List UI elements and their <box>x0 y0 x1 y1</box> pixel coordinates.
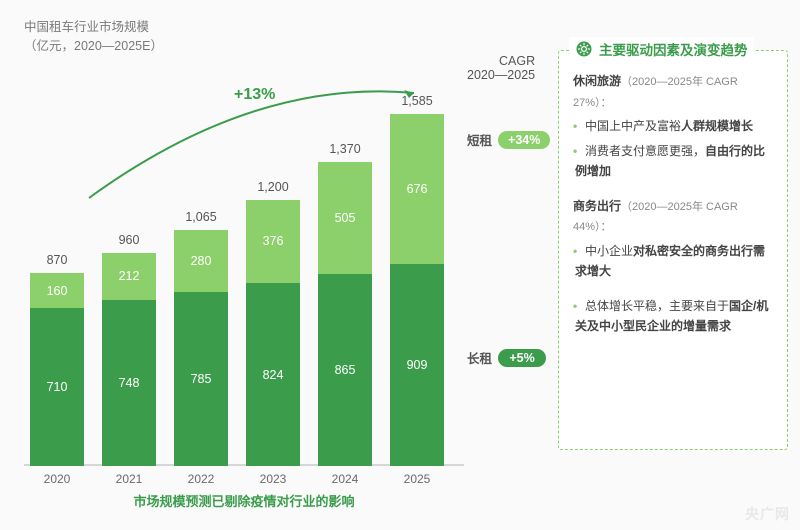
cagr-label: CAGR 2020—2025 <box>467 54 535 82</box>
bar-seg-long: 710 <box>30 308 84 466</box>
x-axis-labels: 2020 2021 2022 2023 2024 2025 <box>24 472 464 488</box>
segment-call-short: 短租 +34% <box>467 130 550 149</box>
bar-seg-short: 505 <box>318 162 372 274</box>
chart-title-line2: （亿元，2020—2025E） <box>24 39 163 53</box>
bar-2024: 1,370505865 <box>318 162 372 466</box>
bar-seg-long: 785 <box>174 292 228 466</box>
info-panel-body: 休闲旅游（2020—2025年 CAGR 27%）：中国上中产及富裕人群规模增长… <box>559 51 787 360</box>
bar-seg-long: 909 <box>390 264 444 466</box>
chart-title: 中国租车行业市场规模 （亿元，2020—2025E） <box>24 18 464 56</box>
segment-call-long-name: 长租 <box>467 348 492 367</box>
bar-total: 1,200 <box>246 180 300 194</box>
bar-seg-long: 824 <box>246 283 300 466</box>
x-label: 2024 <box>318 472 372 486</box>
bar-total: 1,585 <box>390 94 444 108</box>
bar-seg-short: 280 <box>174 230 228 292</box>
bar-2020: 870160710 <box>30 273 84 466</box>
bar-seg-short: 676 <box>390 114 444 264</box>
bar-2025: 1,585676909 <box>390 114 444 466</box>
info-panel: 主要驱动因素及演变趋势 休闲旅游（2020—2025年 CAGR 27%）：中国… <box>558 50 788 450</box>
chart-title-line1: 中国租车行业市场规模 <box>24 20 149 34</box>
bar-2021: 960212748 <box>102 253 156 466</box>
segment-call-long-pill: +5% <box>498 349 546 367</box>
info-section-title: 商务出行（2020—2025年 CAGR 44%）： <box>573 196 773 237</box>
x-label: 2025 <box>390 472 444 486</box>
info-section-title: 休闲旅游（2020—2025年 CAGR 27%）： <box>573 71 773 112</box>
bar-2023: 1,200376824 <box>246 200 300 466</box>
info-bullet-list: 总体增长平稳，主要来自于国企/机关及中小型民企业的增量需求 <box>575 296 773 337</box>
cagr-line1: CAGR <box>467 54 535 68</box>
info-panel-title: 主要驱动因素及演变趋势 <box>599 39 748 59</box>
chart-area: 中国租车行业市场规模 （亿元，2020—2025E） 8701607109602… <box>24 18 464 508</box>
info-bullet-list: 中小企业对私密安全的商务出行需求增大 <box>575 241 773 282</box>
info-bullet: 中国上中产及富裕人群规模增长 <box>575 116 773 136</box>
info-bullet: 总体增长平稳，主要来自于国企/机关及中小型民企业的增量需求 <box>575 296 773 337</box>
gear-icon <box>575 40 593 58</box>
bar-total: 1,065 <box>174 210 228 224</box>
bar-seg-long: 748 <box>102 300 156 466</box>
x-label: 2021 <box>102 472 156 486</box>
bar-2022: 1,065280785 <box>174 230 228 466</box>
bar-total: 870 <box>30 253 84 267</box>
segment-call-short-name: 短租 <box>467 130 492 149</box>
chart-footnote: 市场规模预测已剔除疫情对行业的影响 <box>24 491 464 510</box>
segment-call-short-pill: +34% <box>498 131 550 149</box>
bar-seg-short: 212 <box>102 253 156 300</box>
info-bullet: 消费者支付意愿更强，自由行的比例增加 <box>575 141 773 182</box>
chart-plot: 8701607109602127481,0652807851,200376824… <box>24 76 464 466</box>
bar-total: 1,370 <box>318 142 372 156</box>
info-bullet: 中小企业对私密安全的商务出行需求增大 <box>575 241 773 282</box>
x-label: 2022 <box>174 472 228 486</box>
segment-call-long: 长租 +5% <box>467 348 546 367</box>
bar-total: 960 <box>102 233 156 247</box>
x-label: 2020 <box>30 472 84 486</box>
bar-seg-short: 376 <box>246 200 300 283</box>
bar-seg-long: 865 <box>318 274 372 466</box>
cagr-line2: 2020—2025 <box>467 68 535 82</box>
watermark: 央广网 <box>745 504 790 524</box>
bar-seg-short: 160 <box>30 273 84 309</box>
info-panel-header: 主要驱动因素及演变趋势 <box>569 37 754 61</box>
growth-overall-label: +13% <box>234 86 275 104</box>
info-bullet-list: 中国上中产及富裕人群规模增长消费者支付意愿更强，自由行的比例增加 <box>575 116 773 181</box>
x-label: 2023 <box>246 472 300 486</box>
